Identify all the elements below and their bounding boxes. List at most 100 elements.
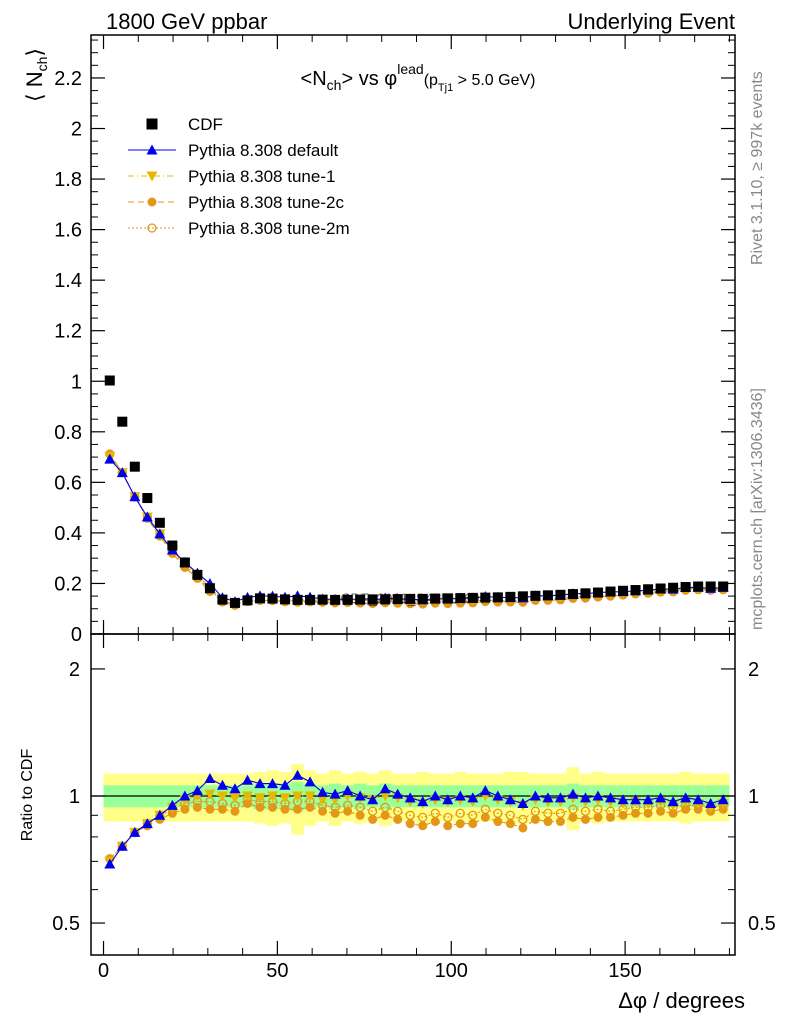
ratio-point bbox=[393, 814, 403, 824]
ratio-point bbox=[292, 769, 304, 780]
ratio-point bbox=[542, 792, 554, 803]
rivet-version-note: Rivet 3.1.10, ≥ 997k events bbox=[749, 71, 766, 265]
cdf-data-point bbox=[392, 594, 403, 605]
ratio-point bbox=[180, 804, 190, 814]
ratio-point bbox=[129, 826, 141, 837]
ratio-point bbox=[167, 808, 177, 818]
cdf-data-point bbox=[129, 461, 140, 472]
ratio-point bbox=[280, 804, 290, 814]
x-tick-label: 150 bbox=[608, 960, 641, 982]
legend-label: Pythia 8.308 tune-1 bbox=[188, 167, 335, 186]
data-point bbox=[154, 528, 166, 539]
cdf-data-point bbox=[330, 594, 341, 605]
cdf-data-point bbox=[117, 416, 128, 427]
title-sup-lead: lead bbox=[397, 61, 423, 77]
ratio-point bbox=[279, 779, 291, 790]
ratio-point bbox=[555, 817, 565, 827]
cdf-data-point bbox=[217, 594, 228, 605]
ratio-point bbox=[255, 802, 265, 812]
ratio-point bbox=[642, 794, 654, 805]
ratio-point bbox=[241, 774, 253, 785]
y-tick-label: 0.4 bbox=[54, 523, 82, 545]
series-line-main bbox=[109, 458, 724, 603]
ratio-point bbox=[254, 793, 266, 804]
y-tick-label: 1.4 bbox=[54, 270, 82, 292]
x-tick-label: 0 bbox=[98, 960, 109, 982]
legend-marker bbox=[146, 118, 158, 130]
ratio-point bbox=[543, 817, 553, 827]
ratio-point bbox=[330, 808, 340, 818]
cdf-data-point bbox=[630, 585, 641, 596]
ratio-point bbox=[442, 794, 454, 805]
cdf-data-point bbox=[455, 593, 466, 604]
ratio-point bbox=[304, 776, 316, 787]
main-plot-title: <Nch> vs φlead(pTj1 > 5.0 GeV) bbox=[301, 61, 536, 94]
cdf-data-point bbox=[254, 593, 265, 604]
main-y-label-sub: ch bbox=[34, 57, 50, 72]
ratio-point bbox=[606, 812, 616, 822]
cdf-data-point bbox=[542, 590, 553, 601]
ratio-y-tick-label: 1 bbox=[69, 786, 80, 808]
ratio-point bbox=[718, 804, 728, 814]
ratio-point bbox=[429, 790, 441, 801]
ratio-point bbox=[667, 796, 679, 807]
cdf-data-point bbox=[655, 583, 666, 594]
legend-marker bbox=[147, 223, 157, 233]
ratio-point bbox=[293, 804, 303, 814]
ratio-point bbox=[404, 792, 416, 803]
ratio-point bbox=[455, 808, 465, 818]
ratio-point bbox=[104, 858, 116, 869]
cdf-data-point bbox=[167, 540, 178, 551]
cdf-data-point bbox=[693, 581, 704, 592]
ratio-point bbox=[317, 786, 329, 797]
y-tick-label: 1.8 bbox=[54, 169, 82, 191]
ratio-point bbox=[380, 810, 390, 820]
ratio-point bbox=[392, 788, 404, 799]
ratio-point bbox=[367, 794, 379, 805]
ratio-point bbox=[680, 792, 692, 803]
cdf-data-point bbox=[718, 581, 729, 592]
main-plot-series: CDF_2001_S4751469 bbox=[104, 375, 729, 610]
ratio-y-tick-label: 0.5 bbox=[52, 913, 80, 935]
ratio-point bbox=[405, 819, 415, 829]
ratio-point bbox=[343, 806, 353, 816]
cdf-data-point bbox=[442, 593, 453, 604]
ratio-point bbox=[443, 821, 453, 831]
y-tick-label: 1 bbox=[71, 371, 82, 393]
main-y-label-main: ⟨ N bbox=[22, 71, 47, 102]
cdf-data-point bbox=[567, 589, 578, 600]
series-line-main bbox=[109, 453, 724, 606]
cdf-data-point bbox=[317, 594, 328, 605]
ratio-point bbox=[580, 814, 590, 824]
ratio-point bbox=[268, 802, 278, 812]
legend: CDF Pythia 8.308 default Pythia 8.308 tune… bbox=[128, 115, 350, 238]
ratio-plot-frame bbox=[90, 633, 736, 956]
ratio-point bbox=[329, 788, 341, 799]
cdf-data-point bbox=[267, 593, 278, 604]
legend-label: Pythia 8.308 default bbox=[188, 141, 339, 160]
ratio-point bbox=[368, 814, 378, 824]
title-part-a: <N bbox=[301, 68, 327, 90]
ratio-point bbox=[430, 817, 440, 827]
cdf-data-point bbox=[580, 588, 591, 599]
ratio-y-tick-label-right: 2 bbox=[748, 659, 759, 681]
ratio-point bbox=[554, 792, 566, 803]
legend-marker bbox=[146, 144, 158, 155]
y-tick-label: 0.6 bbox=[54, 472, 82, 494]
y-tick-label: 0.8 bbox=[54, 422, 82, 444]
ratio-point bbox=[681, 804, 691, 814]
ratio-point bbox=[417, 796, 429, 807]
cdf-data-point bbox=[643, 584, 654, 595]
cdf-data-point bbox=[668, 582, 679, 593]
series-line-main bbox=[109, 453, 724, 606]
data-point bbox=[141, 511, 153, 522]
ratio-point bbox=[605, 792, 617, 803]
ratio-point bbox=[230, 806, 240, 816]
ratio-point bbox=[141, 818, 153, 829]
ratio-point bbox=[617, 794, 629, 805]
ratio-point bbox=[618, 810, 628, 820]
cdf-data-point bbox=[417, 593, 428, 604]
ratio-point bbox=[192, 802, 202, 812]
mcplots-note: mcplots.cern.ch [arXiv:1306.3436] bbox=[749, 388, 766, 630]
